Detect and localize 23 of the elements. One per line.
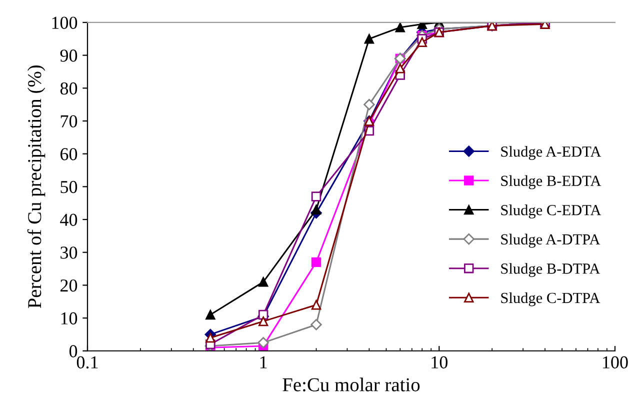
x-axis-title: Fe:Cu molar ratio — [282, 378, 420, 392]
legend-label: Sludge A-EDTA — [501, 146, 602, 160]
y-tick-label: 60 — [60, 148, 78, 160]
y-axis-title: Percent of Cu precipitation (%) — [27, 65, 46, 308]
legend-label: Sludge A-DTPA — [501, 234, 600, 248]
y-tick-label: 70 — [60, 115, 78, 128]
x-tick-label: 0.1 — [76, 356, 98, 369]
legend-label: Sludge C-DTPA — [501, 292, 600, 306]
legend-label: Sludge B-EDTA — [501, 175, 602, 190]
y-tick-label: 40 — [60, 214, 78, 226]
y-tick-label: 10 — [61, 312, 78, 324]
legend-label: Sludge B-DTPA — [501, 263, 600, 277]
y-tick-label: 20 — [60, 279, 78, 292]
x-tick-label: 100 — [603, 356, 628, 368]
y-tick-label: 90 — [60, 50, 78, 62]
y-tick-label: 80 — [60, 82, 78, 95]
y-tick-label: 0 — [69, 345, 78, 358]
x-tick-label: 10 — [432, 356, 448, 368]
y-tick-label: 50 — [60, 180, 78, 194]
x-tick-label: 1 — [260, 356, 267, 368]
y-tick-label: 100 — [52, 16, 78, 29]
y-tick-label: 30 — [60, 246, 78, 259]
legend-label: Sludge C-EDTA — [501, 204, 602, 218]
